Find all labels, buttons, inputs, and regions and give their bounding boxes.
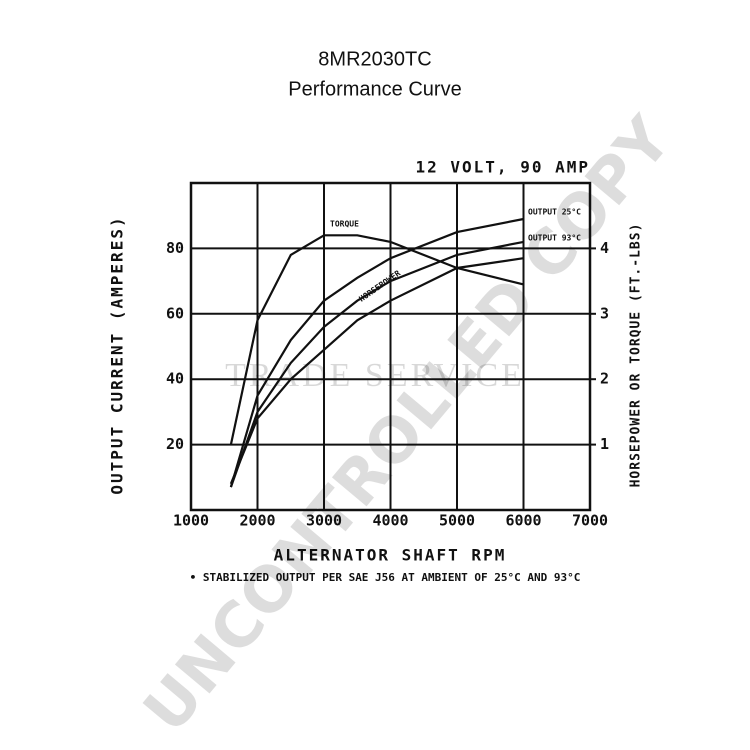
x-tick-label: 7000 <box>572 512 608 530</box>
y-tick-label: 60 <box>166 304 184 322</box>
series-label: TORQUE <box>330 220 359 229</box>
y2-tick-label: 2 <box>600 370 609 388</box>
series-line <box>229 240 524 488</box>
chart-title: 8MR2030TC <box>318 48 431 70</box>
x-tick-label: 4000 <box>372 512 408 530</box>
series-line <box>229 217 524 488</box>
watermark: UNCONTROLLED COPY <box>129 102 686 746</box>
series-line <box>229 234 524 445</box>
y2-tick-label: 3 <box>600 304 609 322</box>
y2-tick-label: 1 <box>600 435 609 453</box>
x-tick-label: 5000 <box>439 512 475 530</box>
y-tick-label: 20 <box>166 435 184 453</box>
y2-axis-label: HORSEPOWER OR TORQUE (FT.-LBS) <box>629 223 644 488</box>
y-tick-label: 80 <box>166 239 184 257</box>
y-axis-label: OUTPUT CURRENT (AMPERES) <box>108 215 127 494</box>
chart-subtitle: Performance Curve <box>288 78 461 100</box>
y2-tick-label: 4 <box>600 239 609 257</box>
annotation: 12 VOLT, 90 AMP <box>416 158 591 177</box>
series-line <box>229 257 524 485</box>
series-label: OUTPUT 25°C <box>528 208 581 217</box>
footnote: • STABILIZED OUTPUT PER SAE J56 AT AMBIE… <box>190 571 581 584</box>
x-tick-label: 2000 <box>239 512 275 530</box>
series-label: OUTPUT 93°C <box>528 234 581 243</box>
x-tick-label: 6000 <box>505 512 541 530</box>
x-tick-label: 1000 <box>173 512 209 530</box>
x-axis-label: ALTERNATOR SHAFT RPM <box>274 546 507 565</box>
y-tick-label: 40 <box>166 370 184 388</box>
x-tick-label: 3000 <box>306 512 342 530</box>
